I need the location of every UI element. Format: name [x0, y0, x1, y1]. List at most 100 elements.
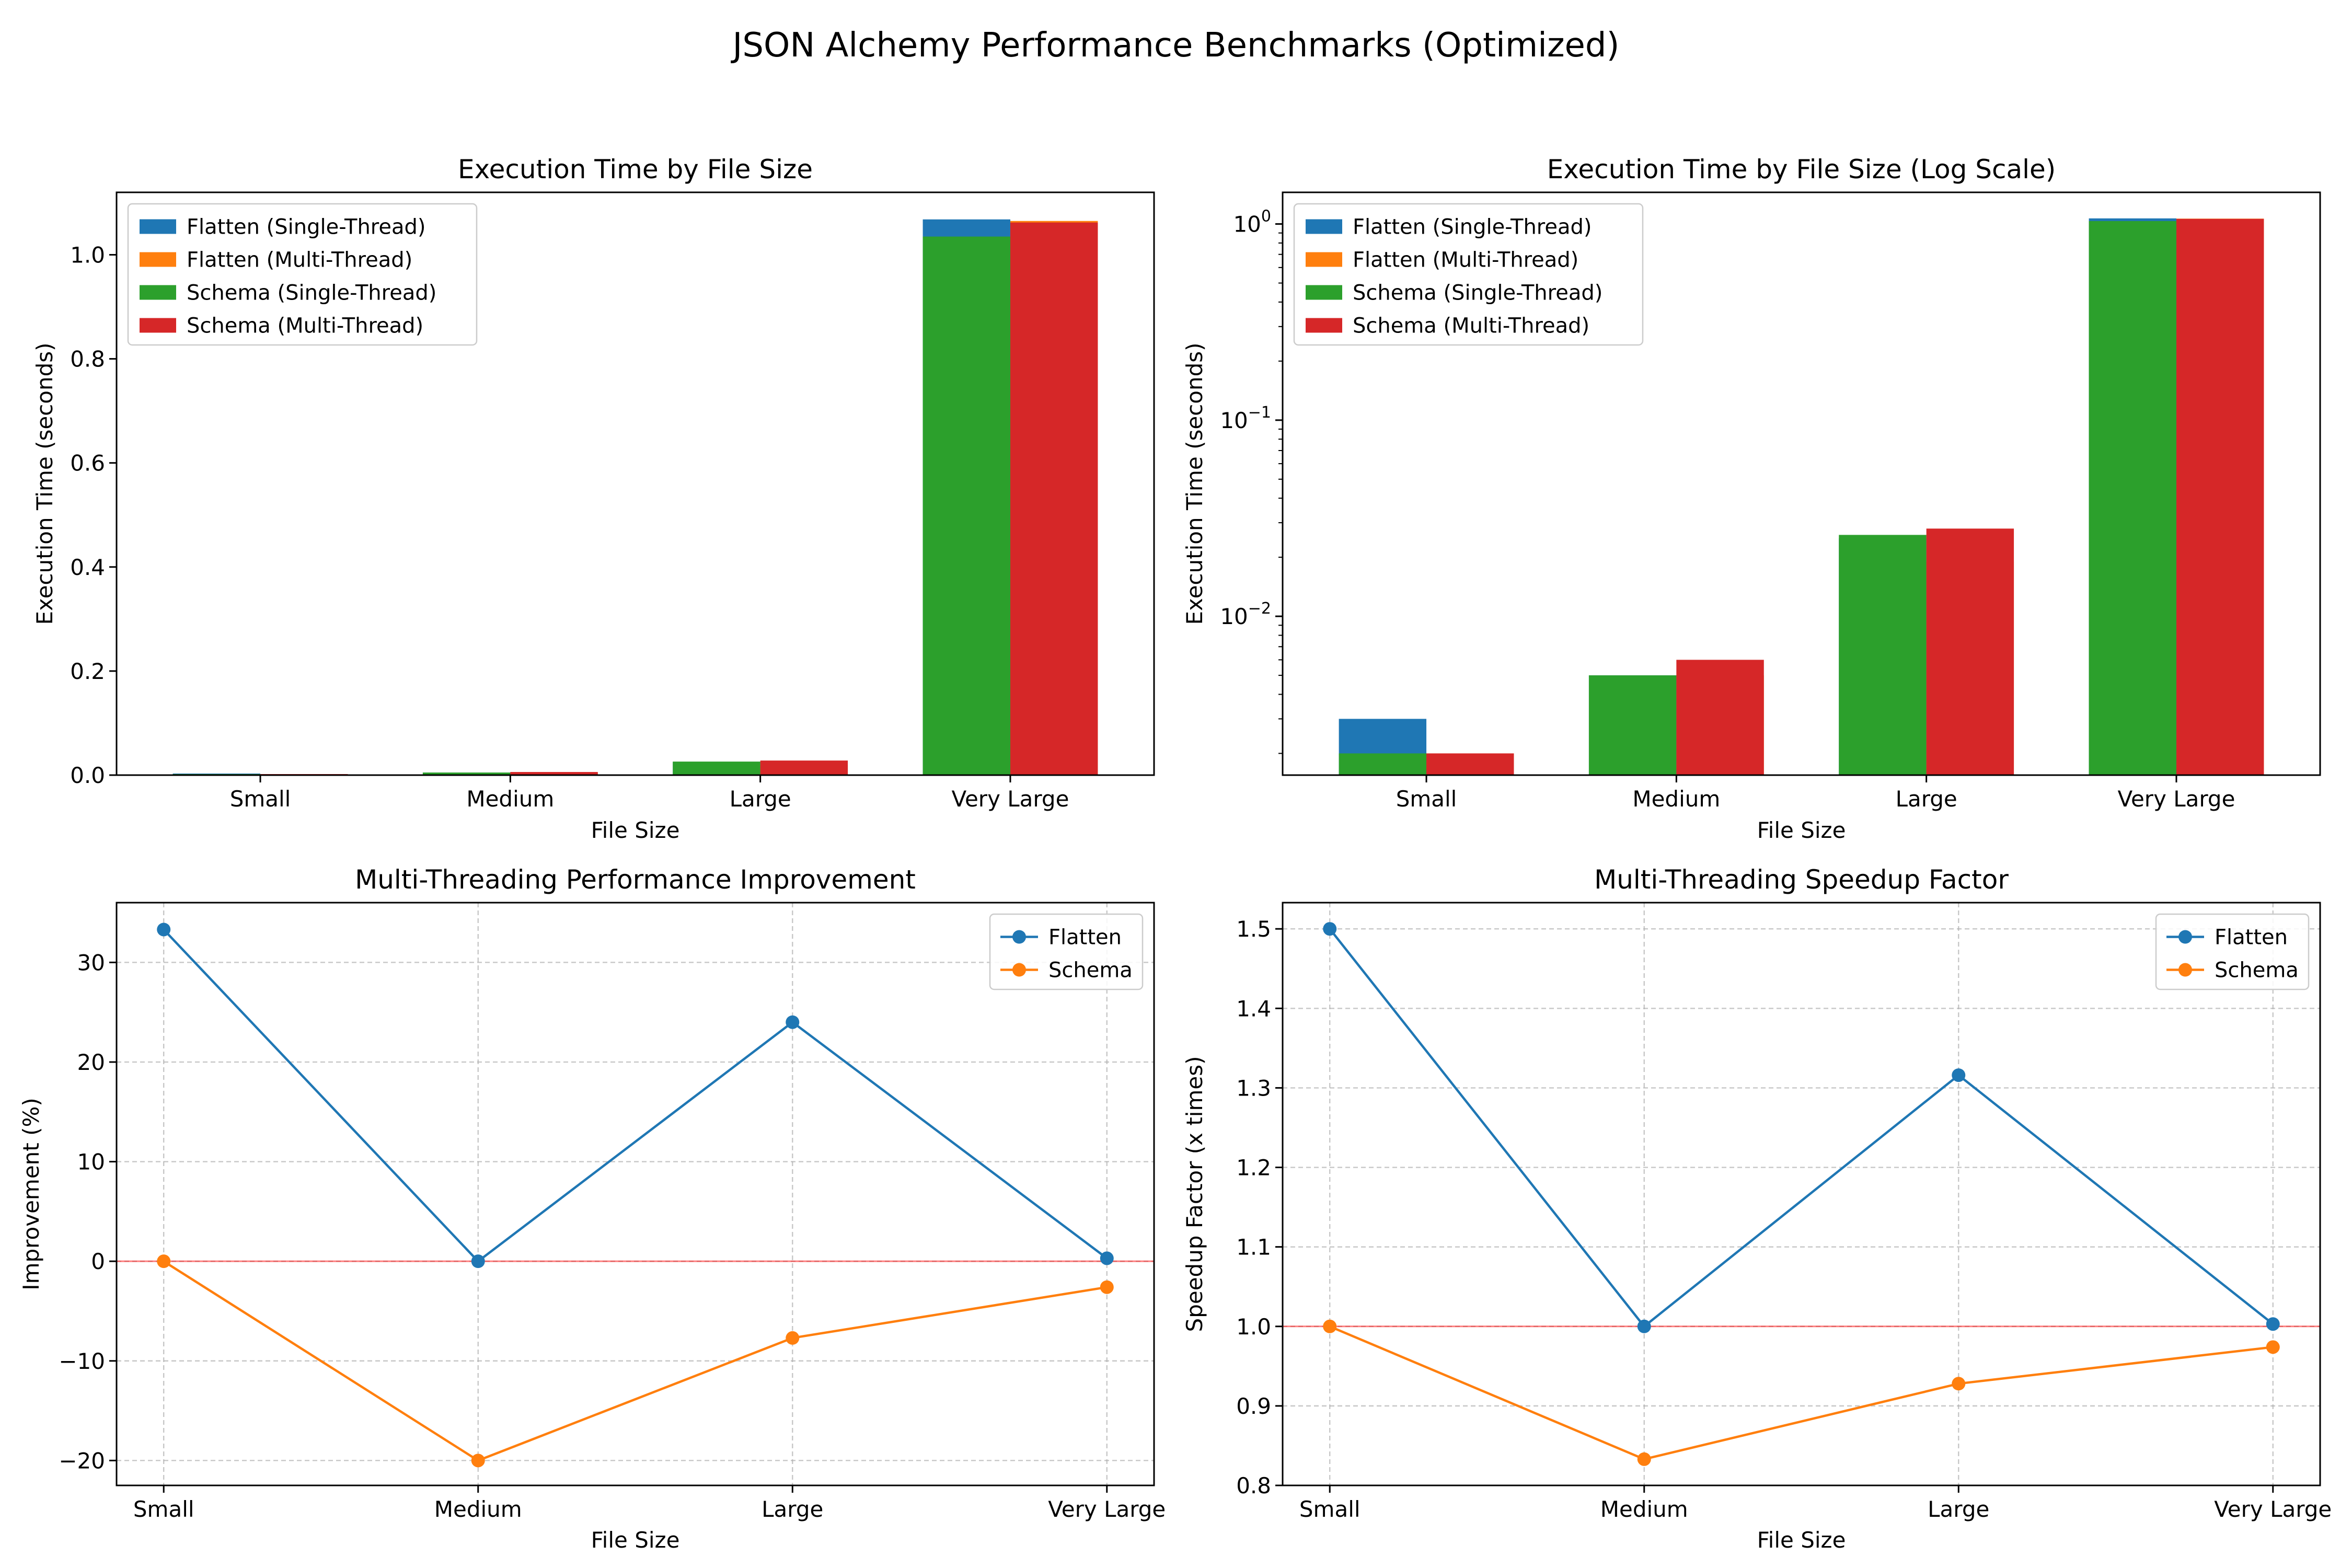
x-tick-label: Large: [762, 1496, 823, 1522]
x-tick-label: Large: [730, 786, 791, 812]
data-point: [157, 1254, 171, 1269]
data-point: [471, 1454, 485, 1468]
legend-label: Flatten (Multi-Thread): [187, 248, 412, 272]
legend-label: Flatten (Single-Thread): [1353, 215, 1592, 239]
data-point: [786, 1015, 800, 1029]
chart-title: Multi-Threading Speedup Factor: [1594, 864, 2009, 895]
data-point: [1952, 1377, 1966, 1391]
x-tick-label: Very Large: [951, 786, 1069, 812]
legend-swatch: [1306, 285, 1342, 300]
legend-entry: Schema: [1000, 959, 1133, 983]
x-tick-label: Small: [1299, 1496, 1361, 1522]
axes-frame: [1282, 902, 2321, 1486]
legend: Flatten (Single-Thread) Flatten (Multi-Th…: [1293, 203, 1644, 346]
data-point: [786, 1331, 800, 1345]
y-axis: 10−2 10−1 100: [1220, 207, 1283, 754]
x-tick-label: Medium: [434, 1496, 522, 1522]
legend-entry: Schema (Single-Thread): [140, 281, 436, 305]
data-point: [1952, 1068, 1966, 1082]
chart-panel-1: Small Medium Large Very Large0.00.20.40.60.…: [32, 154, 1155, 843]
x-tick-label: Large: [1896, 786, 1957, 812]
y-tick-label: −20: [59, 1448, 105, 1473]
axes-frame: [116, 902, 1155, 1486]
chart-title: Execution Time by File Size (Log Scale): [1547, 154, 2056, 185]
x-axis-label: File Size: [591, 817, 680, 843]
bar: [2176, 218, 2264, 776]
x-tick-label: Small: [230, 786, 291, 812]
series-line: [1329, 1325, 2274, 1461]
y-tick-label: 1.0: [1236, 1314, 1271, 1340]
legend-box: [127, 203, 478, 346]
bar: [1010, 222, 1098, 775]
bar: [2089, 221, 2176, 775]
series-flatten: [157, 923, 1114, 1269]
bar: [760, 760, 848, 775]
legend-label: Schema: [2215, 959, 2299, 983]
legend-swatch: [140, 318, 176, 333]
legend-label: Schema: [1048, 959, 1133, 983]
legend-marker: [2178, 963, 2192, 977]
legend-label: Schema (Multi-Thread): [1353, 314, 1589, 338]
chart-panel-4: Small Medium Large Very Large 0.8 0.9 1.0 1.1 1.…: [1182, 864, 2332, 1553]
chart-panel-3: Small Medium Large Very Large −20 −10 0 10 20 30 M…: [18, 864, 1166, 1553]
legend-box: [1293, 203, 1644, 346]
legend-label: Schema (Single-Thread): [1353, 281, 1602, 305]
y-tick-label: 1.5: [1236, 916, 1271, 942]
y-tick-label: 1.0: [70, 242, 105, 268]
x-axis-label: File Size: [1757, 817, 1846, 843]
data-point: [1100, 1251, 1114, 1265]
legend-entry: Schema (Multi-Thread): [140, 314, 423, 338]
legend-entry: Flatten (Multi-Thread): [1306, 248, 1578, 272]
legend-entry: Schema: [2166, 959, 2299, 983]
legend-label: Flatten (Multi-Thread): [1353, 248, 1578, 272]
axes-frame: [116, 191, 1155, 776]
legend-marker: [1012, 930, 1026, 944]
legend: Flatten Schema: [989, 913, 1144, 990]
x-axis-label: File Size: [1757, 1527, 1846, 1553]
y-axis: 0.0 0.2 0.4 0.6 0.8 1.0: [70, 242, 117, 788]
chart-panel-2: Small Medium Large Very Large 10−2 10−1 100 Exe…: [1182, 154, 2321, 843]
x-axis: Small Medium Large Very Large: [1299, 1485, 2332, 1522]
bar: [673, 762, 760, 775]
y-axis: 0.8 0.9 1.0 1.1 1.2 1.3 1.4 1.5: [1236, 916, 1283, 1498]
bar: [923, 236, 1010, 775]
series-schema: [1323, 1319, 2280, 1466]
data-point: [1323, 1319, 1337, 1333]
bars: [172, 219, 1098, 776]
y-tick-label: 10: [77, 1149, 105, 1175]
x-tick-label: Medium: [466, 786, 554, 812]
y-tick-label: 10−2: [1220, 599, 1271, 629]
data-point: [2266, 1317, 2280, 1331]
legend: Flatten Schema: [2155, 913, 2310, 990]
bar: [1426, 753, 1514, 775]
series-line: [163, 1260, 1108, 1462]
x-tick-label: Large: [1928, 1496, 1989, 1522]
series-line: [1329, 928, 2274, 1328]
legend-swatch: [1306, 219, 1342, 234]
x-tick-label: Very Large: [1048, 1496, 1166, 1522]
legend-marker: [2178, 930, 2192, 944]
data-point: [1100, 1280, 1114, 1294]
y-tick-label: 1.4: [1236, 996, 1271, 1021]
data-point: [2266, 1340, 2280, 1354]
legend: Flatten (Single-Thread) Flatten (Multi-Th…: [127, 203, 478, 346]
series-line: [163, 928, 1108, 1263]
bar: [422, 773, 511, 775]
legend-entry: Flatten (Single-Thread): [1306, 215, 1592, 239]
figure-title: JSON Alchemy Performance Benchmarks (Opt…: [731, 26, 1620, 65]
y-tick-label: 0: [91, 1249, 105, 1274]
legend-swatch: [1306, 252, 1342, 267]
y-tick-label: 0.9: [1236, 1393, 1271, 1419]
y-tick-label: 20: [77, 1050, 105, 1075]
y-axis-label: Improvement (%): [18, 1098, 44, 1290]
y-tick-label: 0.4: [70, 555, 105, 580]
y-tick-label: 0.2: [70, 659, 105, 684]
legend-entry: Schema (Multi-Thread): [1306, 314, 1589, 338]
legend-entry: Flatten (Single-Thread): [140, 215, 425, 239]
x-tick-label: Very Large: [2117, 786, 2235, 812]
y-axis-label: Execution Time (seconds): [32, 342, 57, 625]
y-tick-label: 0.0: [70, 763, 105, 788]
legend-swatch: [140, 285, 176, 300]
legend-label: Schema (Multi-Thread): [187, 314, 423, 338]
